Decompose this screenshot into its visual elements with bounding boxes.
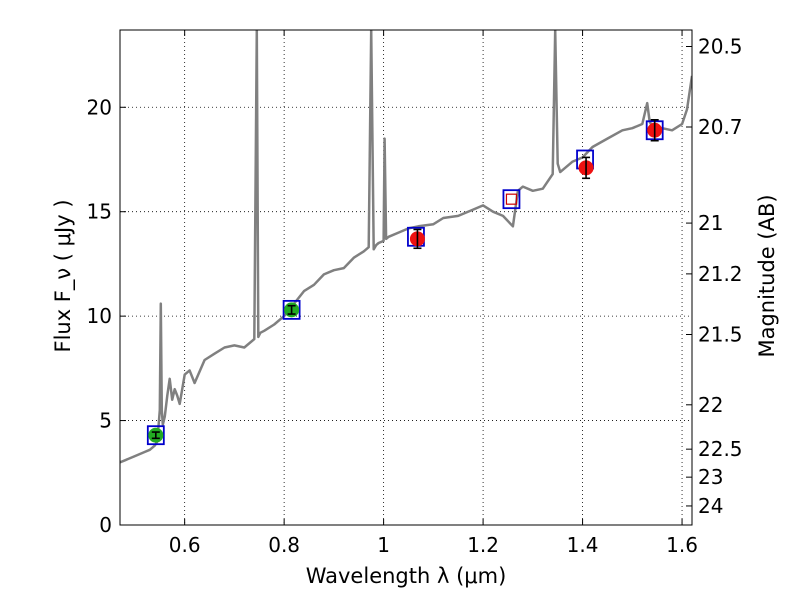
y-tick-label: 5 [99, 409, 112, 433]
x-axis-label: Wavelength λ (μm) [306, 564, 507, 588]
x-tick-label: 1.6 [666, 533, 698, 557]
y2-tick-label: 21.2 [698, 262, 743, 286]
series-layer [120, 30, 692, 464]
open-square-inner [505, 193, 518, 205]
open-square-outline [502, 189, 521, 210]
photometry-square-marker [146, 425, 165, 446]
y-tick-label: 10 [87, 304, 112, 328]
y2-tick-label: 23 [698, 465, 723, 489]
ticks-layer: 0.6 0.8 1 1.2 1.4 1.6 0 5 10 15 20 20.5 20.7 21 21.2 21… [87, 30, 743, 557]
x-tick-label: 1 [377, 533, 390, 557]
y2-tick-label: 21 [698, 211, 723, 235]
y2-tick-label: 20.7 [698, 115, 743, 139]
photometry-square-marker [282, 299, 301, 320]
y-tick-label: 20 [87, 95, 112, 119]
y2-tick-label: 22 [698, 393, 723, 417]
y2-axis-label: Magnitude (AB) [755, 194, 779, 357]
y2-tick-label: 22.5 [698, 437, 743, 461]
y-tick-label: 0 [99, 513, 112, 537]
x-tick-label: 0.8 [268, 533, 300, 557]
markers-layer [146, 119, 664, 446]
x-tick-label: 0.6 [169, 533, 201, 557]
y-axis-label: Flux F_ν ( μJy ) [51, 199, 76, 352]
y2-tick-label: 21.5 [698, 323, 743, 347]
x-tick-label: 1.4 [567, 533, 599, 557]
y-tick-label: 15 [87, 200, 112, 224]
x-tick-label: 1.2 [467, 533, 499, 557]
series-line [120, 30, 692, 464]
grid-lines [120, 30, 692, 526]
y2-tick-label: 24 [698, 494, 723, 518]
plot-frame [119, 29, 693, 526]
y2-tick-label: 20.5 [698, 34, 743, 58]
